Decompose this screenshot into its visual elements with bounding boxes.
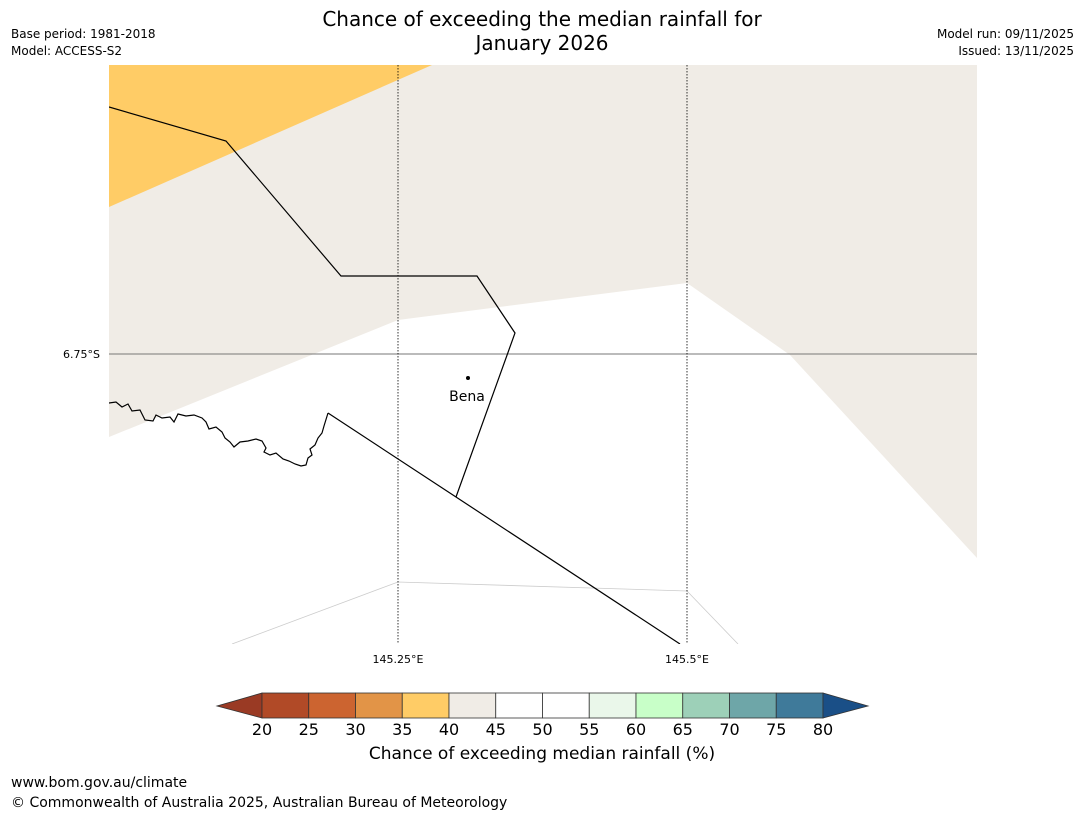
colorbar-tick-label: 30: [345, 720, 365, 739]
footer-url: www.bom.gov.au/climate: [11, 775, 188, 791]
colorbar-bin: [355, 692, 403, 719]
title-line-1: Chance of exceeding the median rainfall …: [322, 7, 762, 31]
bena-label: Bena: [449, 389, 485, 405]
colorbar-arrow-above: [822, 692, 870, 719]
colorbar-title: Chance of exceeding median rainfall (%): [368, 744, 716, 764]
colorbar-bin: [588, 692, 637, 719]
title-line-2: January 2026: [475, 31, 609, 55]
model-name: Model: ACCESS-S2: [11, 44, 123, 58]
province-border-south: [327, 412, 681, 644]
region-35-40-percent: [109, 65, 432, 207]
colorbar-tick-label: 75: [766, 720, 786, 739]
longitude-label-1: 145.25°E: [373, 653, 424, 666]
map-title: Chance of exceeding the median rainfall …: [242, 7, 842, 55]
colorbar-arrow-below: [215, 692, 263, 719]
latitude-label: 6.75°S: [63, 348, 100, 361]
colorbar-bin: [542, 692, 590, 719]
colorbar-tick-label: 65: [673, 720, 693, 739]
colorbar-tick-label: 40: [439, 720, 459, 739]
colorbar-tick-label: 55: [579, 720, 599, 739]
colorbar-tick-label: 70: [719, 720, 739, 739]
lower-contour-line: [231, 581, 739, 644]
colorbar: 20 25 30 35 40 45 50 55 60 65 70 75 80: [215, 692, 870, 739]
colorbar-bin: [308, 692, 356, 719]
colorbar-tick-label: 50: [532, 720, 552, 739]
longitude-label-2: 145.5°E: [665, 653, 709, 666]
colorbar-bin: [261, 692, 310, 719]
bena-marker: [466, 376, 470, 380]
province-border-north: [109, 106, 516, 498]
colorbar-bin: [401, 692, 450, 719]
model-run: Model run: 09/11/2025: [936, 27, 1074, 41]
meta-left: Base period: 1981-2018 Model: ACCESS-S2: [11, 26, 156, 60]
colorbar-tick-label: 35: [392, 720, 412, 739]
base-period: Base period: 1981-2018: [11, 27, 156, 41]
footer-copyright: © Commonwealth of Australia 2025, Austra…: [11, 795, 508, 811]
colorbar-bin: [775, 692, 824, 719]
colorbar-tick-label: 45: [486, 720, 506, 739]
issued-date: Issued: 13/11/2025: [958, 44, 1074, 58]
colorbar-tick-label: 20: [252, 720, 272, 739]
colorbar-bin: [635, 692, 684, 719]
map-area: [109, 65, 977, 644]
meta-right: Model run: 09/11/2025 Issued: 13/11/2025: [937, 26, 1074, 60]
colorbar-tick-label: 60: [626, 720, 646, 739]
colorbar-tick-label: 80: [813, 720, 833, 739]
colorbar-bin: [495, 692, 543, 719]
colorbar-bin: [729, 692, 777, 719]
colorbar-tick-label: 25: [299, 720, 319, 739]
colorbar-bin: [448, 692, 497, 719]
colorbar-bin: [682, 692, 730, 719]
region-40-45-percent: [109, 65, 977, 558]
river-line: [109, 401, 329, 467]
